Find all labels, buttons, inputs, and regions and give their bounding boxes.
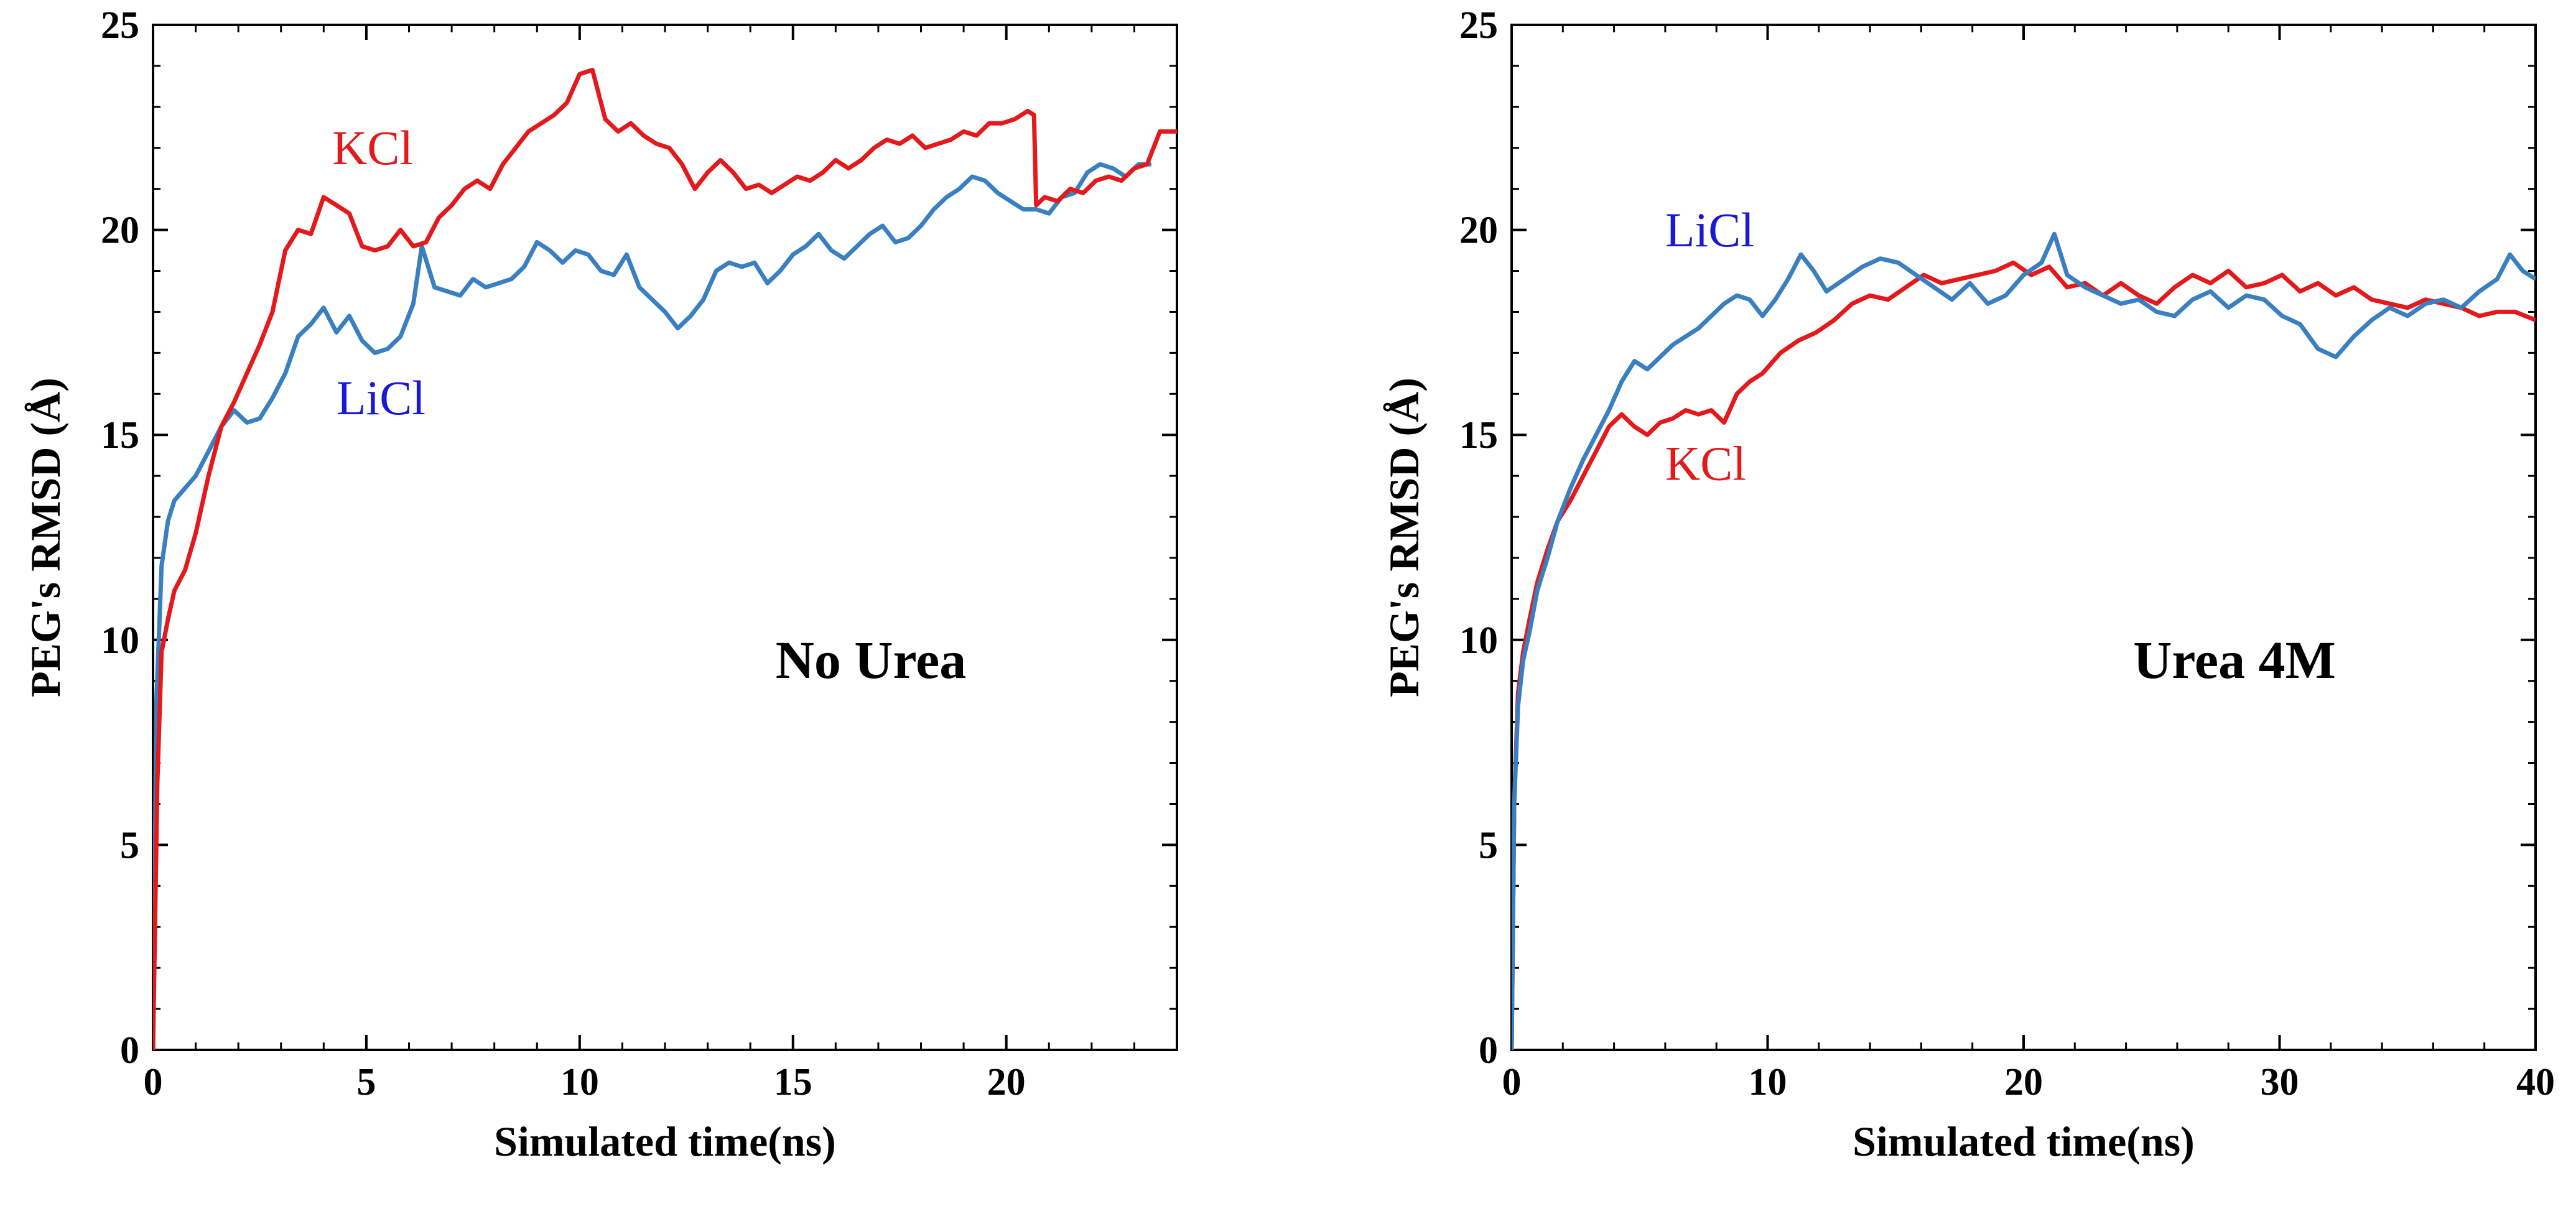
y-tick-label: 5 [120,824,139,866]
y-axis-title: PEG's RMSD (Å) [1380,378,1428,697]
y-axis-title: PEG's RMSD (Å) [22,378,69,697]
x-tick-label: 20 [987,1061,1026,1103]
series-label-licl: LiCl [1665,203,1754,257]
x-tick-label: 0 [1502,1061,1522,1103]
y-tick-label: 15 [1459,414,1498,457]
panel-title: No Urea [776,630,967,690]
x-tick-label: 40 [2516,1061,2555,1103]
y-tick-label: 10 [1459,619,1498,662]
series-line-licl [1512,231,2536,1050]
series-line-kcl [153,68,1177,1050]
series-label-licl: LiCl [337,371,425,425]
plot-frame [1510,24,2537,1051]
y-tick-label: 0 [120,1029,139,1072]
x-tick-label: 10 [560,1061,599,1103]
chart-panel-no-urea: 0 5 10 15 20 0 5 10 15 20 25 Simulated time(ns) PEG'… [22,4,1178,1165]
x-tick-label: 20 [2004,1061,2043,1103]
plot-frame [152,24,1178,1051]
series-label-kcl: KCl [332,121,413,175]
y-tick-label: 5 [1479,824,1498,866]
y-tick-label: 25 [101,4,139,47]
x-axis-title: Simulated time(ns) [1853,1118,2195,1165]
series-label-kcl: KCl [1665,437,1746,491]
y-tick-label: 20 [101,210,139,252]
y-tick-label: 25 [1459,4,1498,47]
x-tick-label: 0 [144,1061,163,1103]
y-tick-label: 10 [101,619,139,662]
x-tick-label: 10 [1749,1061,1787,1103]
x-axis-title: Simulated time(ns) [494,1118,836,1165]
y-tick-label: 20 [1459,210,1498,252]
panel-title: Urea 4M [2133,630,2336,690]
minor-ticks [152,24,1178,1051]
x-tick-label: 15 [774,1061,812,1103]
x-tick-label: 5 [356,1061,376,1103]
y-tick-label: 15 [101,414,139,457]
x-tick-label: 30 [2261,1061,2299,1103]
series-line-licl [153,162,1151,1050]
chart-panel-urea-4m: 0 10 20 30 40 0 5 10 15 20 25 Simulated time(ns) PEG… [1380,4,2555,1165]
minor-ticks [1510,24,2537,1051]
series-line-kcl [1512,260,2536,1050]
y-tick-label: 0 [1479,1029,1498,1072]
